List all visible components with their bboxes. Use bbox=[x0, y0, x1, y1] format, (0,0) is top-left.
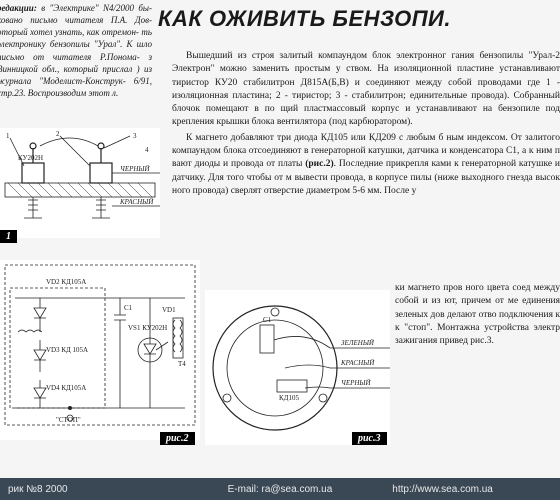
fig2-vd3: VD3 КД 105А bbox=[46, 346, 88, 354]
fig1-callout-1: 1 bbox=[6, 132, 10, 140]
magazine-page: редакции: в "Электрике" N4/2000 бы- кова… bbox=[0, 0, 560, 500]
editorial-note: редакции: в "Электрике" N4/2000 бы- кова… bbox=[0, 2, 152, 99]
narrow-text: ки магнето пров ного цвета соед между со… bbox=[395, 283, 560, 346]
body-paragraph-2: К магнето добавляют три диода КД105 или … bbox=[172, 132, 560, 198]
article-headline: КАК ОЖИВИТЬ БЕНЗОПИ. bbox=[158, 6, 451, 32]
fig1-wire-black: ЧЕРНЫЙ bbox=[120, 165, 151, 173]
article-body: Вышедший из строя залитый компаундом бло… bbox=[172, 50, 560, 200]
fig1-callout-2: 2 bbox=[56, 130, 60, 138]
fig2-vd2: VD2 КД105А bbox=[46, 278, 86, 286]
fig2-vs1: VS1 КУ202Н bbox=[128, 324, 167, 332]
editorial-note-text: редакции: в "Электрике" N4/2000 бы- кова… bbox=[0, 3, 152, 98]
figure-3: C1 КД105 ЗЕЛЕНЫЙ КРАСНЫЙ ЧЕРНЫЙ bbox=[205, 290, 390, 445]
fig2-t4: T4 bbox=[178, 360, 186, 368]
fig2-vd1: VD1 bbox=[162, 306, 176, 314]
article-body-narrow: ки магнето пров ного цвета соед между со… bbox=[395, 282, 560, 348]
figure-2-svg: VD2 КД105А VD3 КД 105А VD4 КД105А C1 VS1… bbox=[0, 260, 200, 440]
fig2-vd4: VD4 КД105А bbox=[46, 384, 86, 392]
fig3-wire-green: ЗЕЛЕНЫЙ bbox=[341, 339, 375, 347]
figure-3-svg: C1 КД105 ЗЕЛЕНЫЙ КРАСНЫЙ ЧЕРНЫЙ bbox=[205, 290, 390, 445]
figure-1-label: 1 bbox=[0, 230, 17, 243]
fig3-c1: C1 bbox=[263, 316, 272, 324]
footer-email: E-mail: ra@sea.com.ua bbox=[228, 484, 333, 495]
footer-url: http://www.sea.com.ua bbox=[392, 484, 493, 495]
fig3-wire-black: ЧЕРНЫЙ bbox=[341, 379, 372, 387]
footer-bar: рик №8 2000 E-mail: ra@sea.com.ua http:/… bbox=[0, 478, 560, 500]
footer-issue: рик №8 2000 bbox=[8, 484, 68, 495]
figure-1-svg: 1 2 3 4 КУ202Н ЧЕРНЫЙ КРАСНЫЙ bbox=[0, 128, 160, 238]
figure-3-label: рис.3 bbox=[352, 432, 387, 445]
body-paragraph-1: Вышедший из строя залитый компаундом бло… bbox=[172, 50, 560, 130]
fig2-stop: "СТОП" bbox=[56, 416, 81, 424]
figure-1: 1 2 3 4 КУ202Н ЧЕРНЫЙ КРАСНЫЙ bbox=[0, 128, 160, 238]
fig3-kd105: КД105 bbox=[279, 394, 299, 402]
fig1-wire-red: КРАСНЫЙ bbox=[119, 198, 154, 206]
figure-2: VD2 КД105А VD3 КД 105А VD4 КД105А C1 VS1… bbox=[0, 260, 200, 440]
fig1-callout-3: 3 bbox=[133, 132, 137, 140]
fig1-callout-4: 4 bbox=[145, 146, 149, 154]
figure-2-label: рис.2 bbox=[160, 432, 195, 445]
fig3-wire-red: КРАСНЫЙ bbox=[340, 359, 375, 367]
fig2-c1: C1 bbox=[124, 304, 133, 312]
fig1-comp-label: КУ202Н bbox=[18, 154, 43, 162]
